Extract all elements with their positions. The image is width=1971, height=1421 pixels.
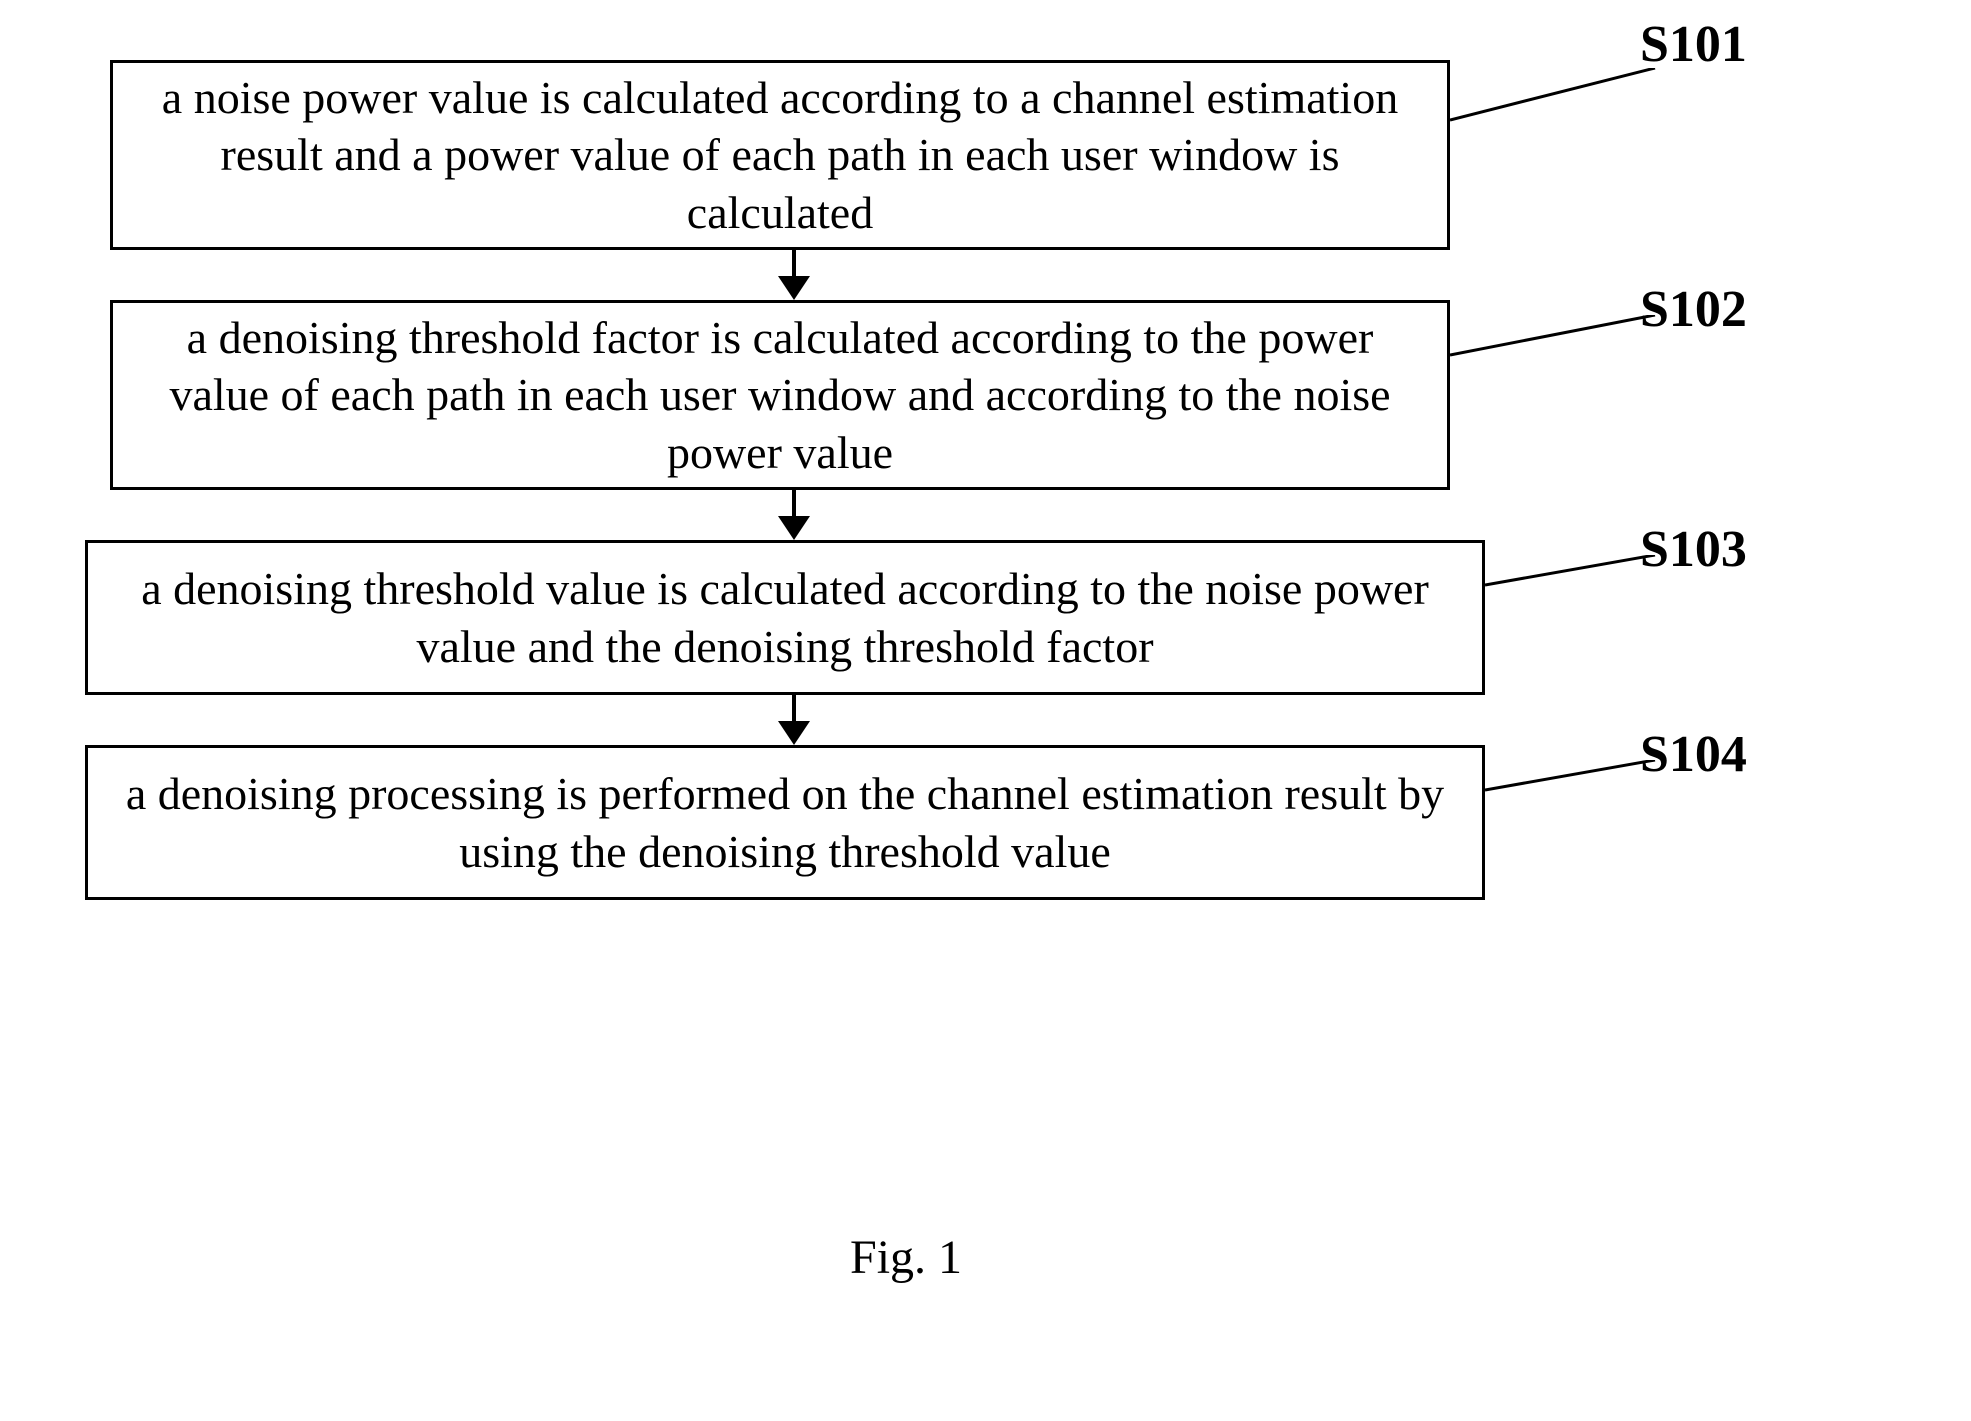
arrow-line-1	[792, 250, 796, 276]
step-label-1: S101	[1640, 15, 1747, 74]
step-label-2: S102	[1640, 280, 1747, 339]
arrow-line-2	[792, 490, 796, 516]
step-box-3: a denoising threshold value is calculate…	[85, 540, 1485, 695]
connector-3	[1485, 555, 1660, 595]
step-row-1: a noise power value is calculated accord…	[110, 60, 1860, 250]
connector-4	[1485, 760, 1660, 800]
step-row-4: a denoising processing is performed on t…	[110, 745, 1860, 900]
step-box-1: a noise power value is calculated accord…	[110, 60, 1450, 250]
arrow-head-1	[778, 276, 810, 300]
step-text-3: a denoising threshold value is calculate…	[108, 560, 1462, 675]
step-text-2: a denoising threshold factor is calculat…	[133, 309, 1427, 482]
arrow-head-2	[778, 516, 810, 540]
step-box-4: a denoising processing is performed on t…	[85, 745, 1485, 900]
step-row-3: a denoising threshold value is calculate…	[110, 540, 1860, 695]
step-box-2: a denoising threshold factor is calculat…	[110, 300, 1450, 490]
step-text-1: a noise power value is calculated accord…	[133, 69, 1427, 242]
arrow-2	[778, 490, 810, 540]
arrow-head-3	[778, 721, 810, 745]
arrow-3	[778, 695, 810, 745]
connector-2	[1450, 315, 1660, 365]
figure-caption: Fig. 1	[850, 1230, 962, 1285]
step-row-2: a denoising threshold factor is calculat…	[110, 300, 1860, 490]
arrow-line-3	[792, 695, 796, 721]
flowchart-container: a noise power value is calculated accord…	[110, 60, 1860, 900]
step-label-3: S103	[1640, 520, 1747, 579]
step-label-4: S104	[1640, 725, 1747, 784]
connector-1	[1450, 68, 1660, 128]
step-text-4: a denoising processing is performed on t…	[108, 765, 1462, 880]
arrow-1	[778, 250, 810, 300]
